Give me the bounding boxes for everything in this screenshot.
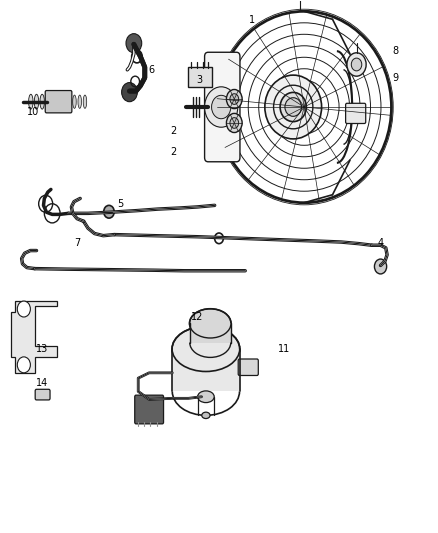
Ellipse shape — [67, 95, 71, 108]
Text: 3: 3 — [196, 76, 202, 85]
FancyBboxPatch shape — [45, 91, 72, 113]
FancyBboxPatch shape — [135, 395, 163, 424]
Ellipse shape — [285, 98, 301, 116]
Ellipse shape — [190, 309, 231, 338]
Text: 9: 9 — [393, 73, 399, 83]
Ellipse shape — [280, 92, 306, 122]
Ellipse shape — [202, 412, 210, 418]
Text: 8: 8 — [393, 46, 399, 56]
Ellipse shape — [28, 94, 33, 109]
Ellipse shape — [83, 95, 87, 108]
Polygon shape — [11, 301, 57, 373]
Ellipse shape — [40, 94, 44, 109]
Circle shape — [212, 95, 231, 119]
Text: 12: 12 — [191, 312, 203, 322]
FancyBboxPatch shape — [346, 103, 366, 124]
Text: 2: 2 — [170, 126, 176, 136]
Text: 10: 10 — [27, 107, 39, 117]
Circle shape — [17, 357, 30, 373]
Text: 11: 11 — [279, 344, 291, 354]
Text: 6: 6 — [148, 65, 154, 75]
Polygon shape — [190, 324, 231, 343]
Ellipse shape — [78, 95, 81, 108]
Circle shape — [17, 301, 30, 317]
Circle shape — [230, 118, 239, 128]
Circle shape — [351, 58, 362, 71]
Ellipse shape — [265, 75, 321, 139]
Circle shape — [374, 259, 387, 274]
Circle shape — [347, 53, 366, 76]
Text: 14: 14 — [36, 378, 48, 389]
Ellipse shape — [62, 95, 66, 108]
FancyBboxPatch shape — [205, 52, 240, 162]
Text: 4: 4 — [378, 238, 384, 247]
Ellipse shape — [34, 94, 39, 109]
Circle shape — [230, 94, 239, 104]
Polygon shape — [172, 349, 240, 391]
Circle shape — [104, 205, 114, 218]
Text: 1: 1 — [249, 15, 255, 26]
FancyBboxPatch shape — [238, 359, 258, 375]
Circle shape — [122, 83, 138, 102]
Text: 5: 5 — [118, 199, 124, 209]
Circle shape — [126, 34, 142, 53]
Circle shape — [226, 90, 242, 109]
FancyBboxPatch shape — [35, 389, 50, 400]
Ellipse shape — [198, 391, 214, 402]
Circle shape — [226, 114, 242, 133]
FancyBboxPatch shape — [188, 67, 212, 87]
Text: 7: 7 — [74, 238, 80, 247]
Ellipse shape — [73, 95, 76, 108]
Text: 13: 13 — [36, 344, 48, 354]
Text: 2: 2 — [170, 147, 176, 157]
Ellipse shape — [172, 326, 240, 372]
Circle shape — [205, 87, 238, 127]
